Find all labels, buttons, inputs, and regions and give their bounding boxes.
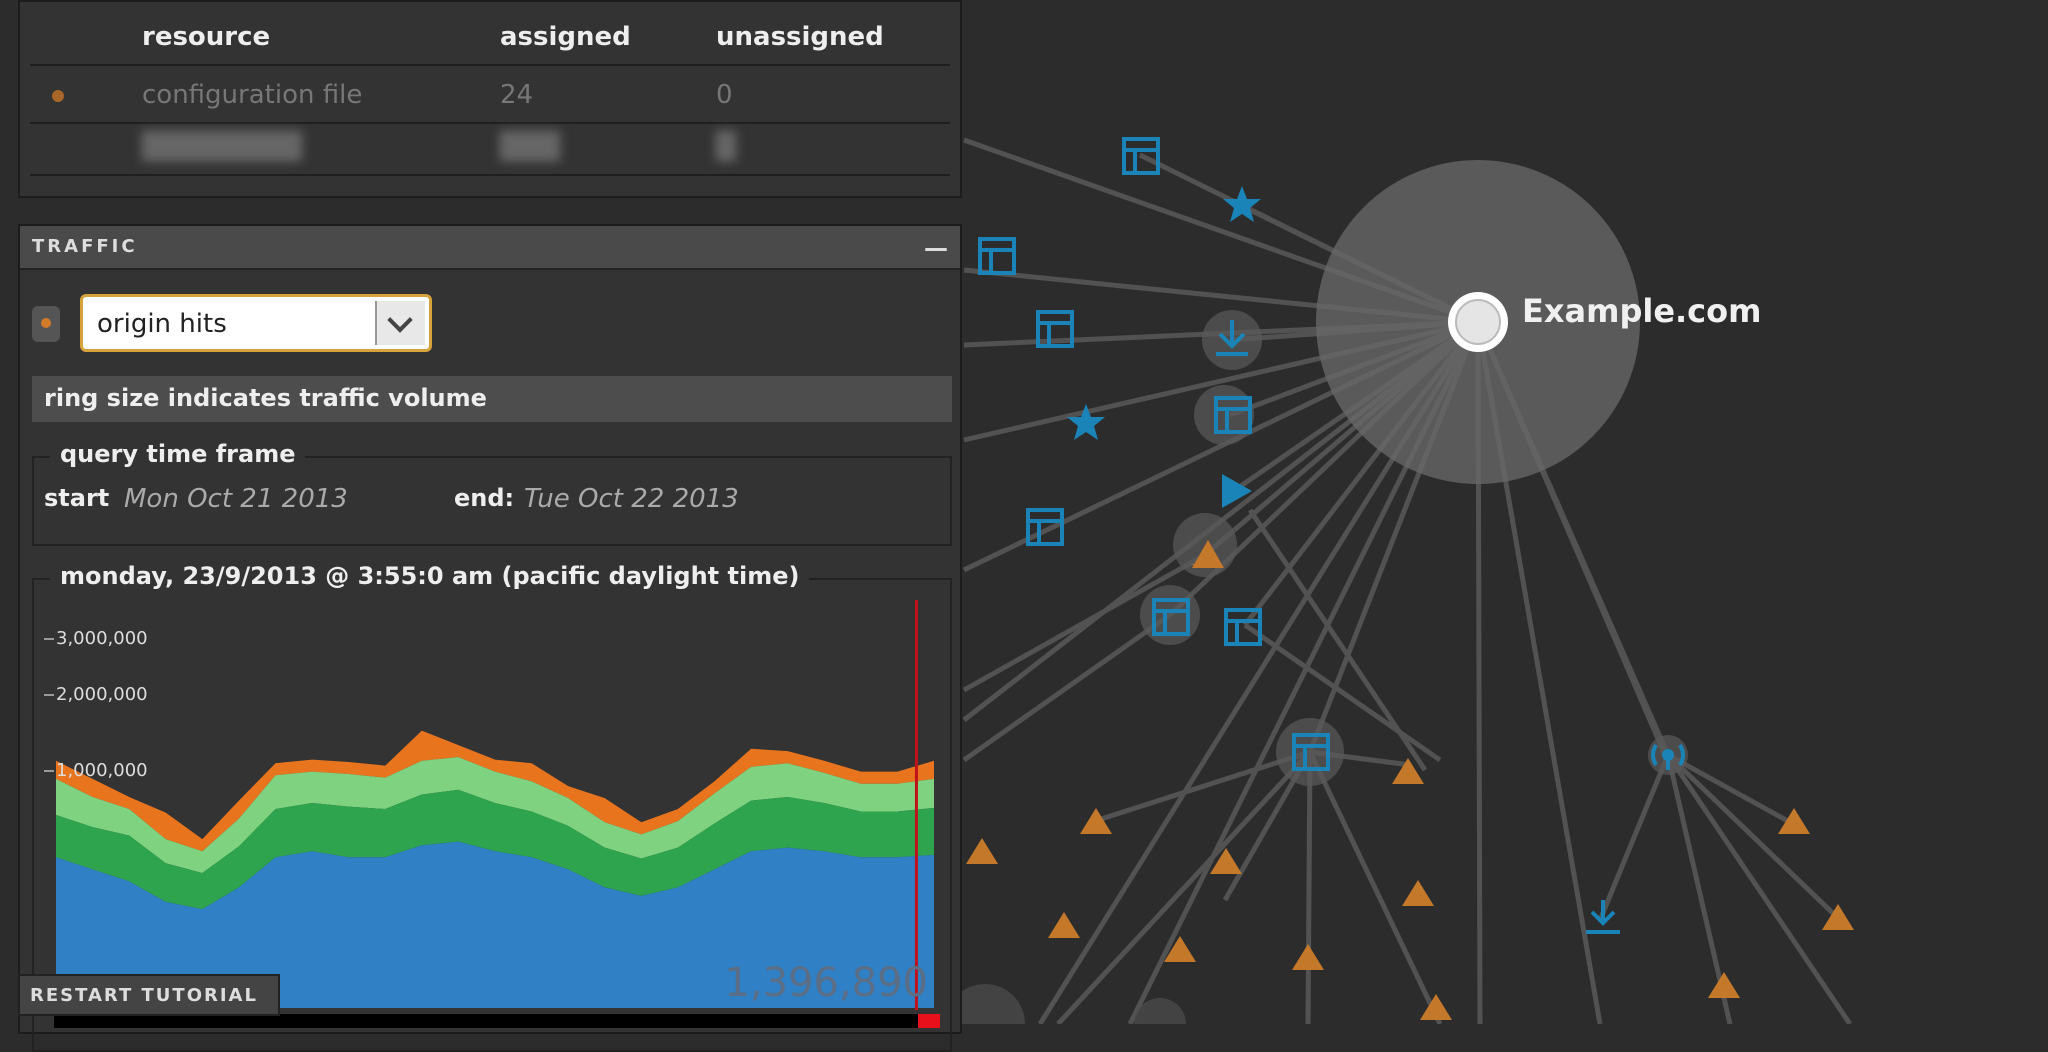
- table-row[interactable]: ████████ ███ █: [30, 124, 950, 176]
- download-icon[interactable]: [1216, 320, 1248, 356]
- warning-icon[interactable]: [1210, 848, 1242, 874]
- graph-solid-icons: [1067, 186, 1261, 508]
- table-icon[interactable]: [1122, 137, 1160, 175]
- end-label: end:: [454, 484, 515, 512]
- center-node-label: Example.com: [1522, 292, 1761, 330]
- warning-icon[interactable]: [1708, 972, 1740, 998]
- area-series-0: [56, 841, 934, 1008]
- chevron-down-icon[interactable]: [375, 301, 425, 345]
- end-date-value[interactable]: Tue Oct 22 2013: [524, 484, 739, 514]
- unassigned-count: 0: [716, 80, 733, 110]
- warning-icon[interactable]: [1080, 808, 1112, 834]
- graph-warning-icons: [966, 540, 1854, 1020]
- current-traffic-value: 1,396,890: [724, 960, 928, 1006]
- warning-icon[interactable]: [1420, 994, 1452, 1020]
- start-label: start: [44, 484, 110, 512]
- download-icon[interactable]: [1586, 900, 1620, 934]
- play-icon[interactable]: [1222, 474, 1252, 508]
- table-row[interactable]: configuration file 24 0: [30, 72, 950, 124]
- start-date-value[interactable]: Mon Oct 21 2013: [124, 484, 348, 514]
- y-tick-label: 2,000,000: [44, 684, 148, 705]
- warning-icon[interactable]: [1164, 936, 1196, 962]
- traffic-panel: TRAFFIC — origin hits ring size indicate…: [18, 224, 962, 1052]
- warning-icon[interactable]: [1822, 904, 1854, 930]
- area-series-1: [56, 789, 934, 910]
- star-icon[interactable]: [1223, 186, 1261, 222]
- area-series-2: [56, 757, 934, 873]
- metric-select[interactable]: origin hits: [80, 294, 432, 352]
- metric-select-value: origin hits: [97, 309, 227, 339]
- star-icon[interactable]: [1067, 404, 1105, 440]
- ring-size-hint: ring size indicates traffic volume: [32, 376, 952, 422]
- warning-icon[interactable]: [1292, 944, 1324, 970]
- y-tick-label: 3,000,000: [44, 628, 148, 649]
- restart-tutorial-label: RESTART TUTORIAL: [30, 985, 258, 1006]
- query-time-frame: query time frame start Mon Oct 21 2013 e…: [32, 440, 952, 546]
- traffic-panel-header: TRAFFIC —: [20, 226, 960, 270]
- network-graph[interactable]: Example.com: [0, 0, 2048, 1024]
- warning-icon[interactable]: [966, 838, 998, 864]
- table-icon[interactable]: [1214, 396, 1252, 434]
- assigned-count: ███: [500, 132, 560, 162]
- warning-icon[interactable]: [1778, 808, 1810, 834]
- graph-offscreen-halos: [945, 984, 1186, 1024]
- traffic-color-button[interactable]: [32, 306, 60, 342]
- column-header-resource[interactable]: resource: [142, 22, 271, 52]
- timeline-scrubber-handle[interactable]: [918, 1014, 940, 1028]
- traffic-area-chart[interactable]: [42, 600, 942, 1010]
- graph-icons: [978, 137, 1685, 934]
- warning-icon[interactable]: [1192, 540, 1224, 568]
- table-icon[interactable]: [1152, 598, 1190, 636]
- traffic-chart-box: monday, 23/9/2013 @ 3:55:0 am (pacific d…: [32, 562, 952, 1052]
- traffic-panel-title: TRAFFIC: [32, 236, 138, 257]
- collapse-button[interactable]: —: [924, 234, 948, 262]
- warning-icon[interactable]: [1392, 758, 1424, 784]
- resource-name: ████████: [142, 132, 302, 162]
- assigned-count: 24: [500, 80, 534, 110]
- table-icon[interactable]: [1224, 608, 1262, 646]
- resource-name: configuration file: [142, 80, 363, 110]
- resource-table-header: resource assigned unassigned: [30, 14, 950, 66]
- timeline-scrubber[interactable]: [54, 1014, 940, 1028]
- resource-type-icon: [52, 90, 64, 102]
- chart-timestamp-legend: monday, 23/9/2013 @ 3:55:0 am (pacific d…: [50, 562, 810, 590]
- ring-size-hint-text: ring size indicates traffic volume: [44, 384, 487, 412]
- table-icon[interactable]: [1026, 508, 1064, 546]
- antenna-icon[interactable]: [1651, 743, 1685, 770]
- column-header-assigned[interactable]: assigned: [500, 22, 631, 52]
- resource-table-panel: resource assigned unassigned configurati…: [18, 0, 962, 198]
- table-icon[interactable]: [978, 237, 1016, 275]
- restart-tutorial-button[interactable]: RESTART TUTORIAL: [18, 974, 280, 1016]
- table-icon[interactable]: [1036, 310, 1074, 348]
- y-tick-label: 1,000,000: [44, 760, 148, 781]
- warning-icon[interactable]: [1402, 880, 1434, 906]
- column-header-unassigned[interactable]: unassigned: [716, 22, 884, 52]
- center-node[interactable]: [1448, 292, 1508, 352]
- unassigned-count: █: [716, 132, 736, 162]
- table-icon[interactable]: [1292, 733, 1330, 771]
- query-time-frame-legend: query time frame: [50, 440, 306, 468]
- traffic-dot-icon: [41, 318, 51, 328]
- warning-icon[interactable]: [1048, 912, 1080, 938]
